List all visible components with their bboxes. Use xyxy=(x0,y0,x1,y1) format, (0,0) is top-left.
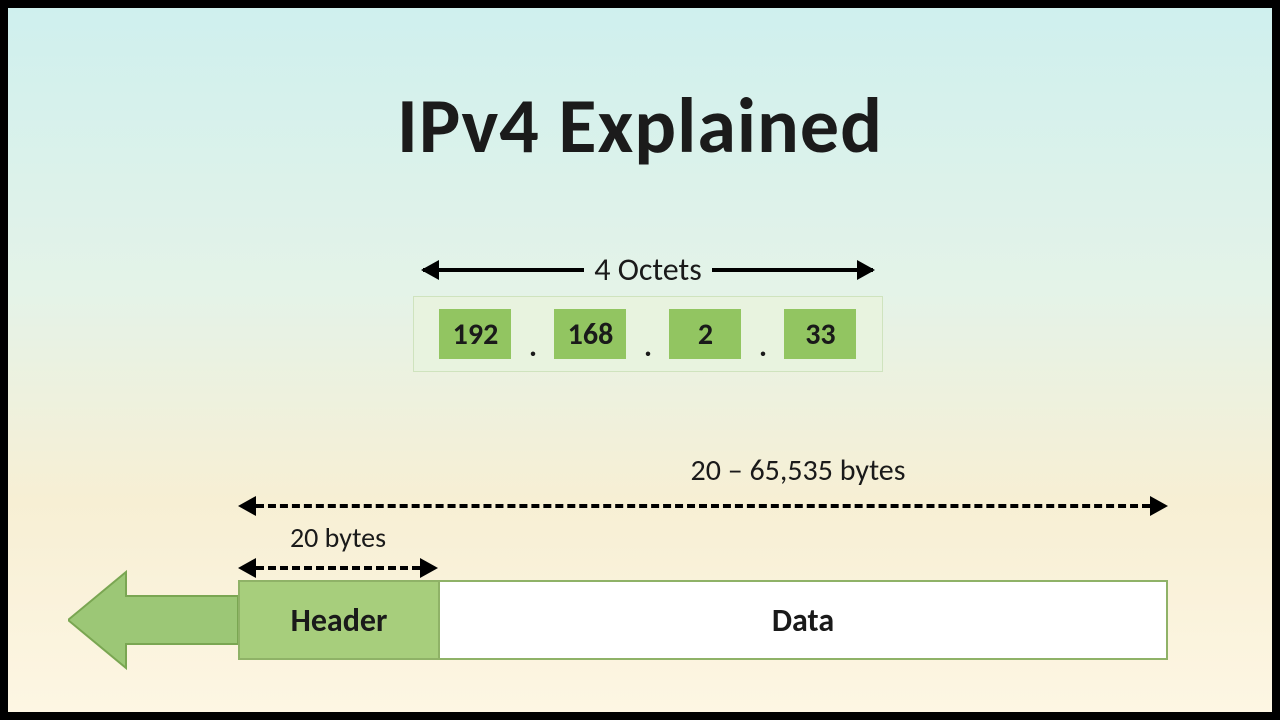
direction-arrow-icon xyxy=(68,568,238,672)
arrowhead-right-icon xyxy=(1150,496,1168,516)
octets-label: 4 Octets xyxy=(584,250,712,289)
packet-diagram: Header Data xyxy=(238,580,1168,660)
octet-cell: 192 xyxy=(439,309,511,359)
octet-cell: 33 xyxy=(784,309,856,359)
dashed-line-icon xyxy=(256,566,420,570)
slide-frame: IPv4 Explained 4 Octets 192 . 168 . 2 . … xyxy=(0,0,1280,720)
arrowhead-right-icon xyxy=(420,558,438,578)
octet-separator: . xyxy=(644,328,652,371)
arrowhead-left-icon xyxy=(238,496,256,516)
total-size-label: 20 – 65,535 bytes xyxy=(428,452,1168,489)
octet-cell: 2 xyxy=(669,309,741,359)
octet-cell: 168 xyxy=(554,309,626,359)
dashed-line-icon xyxy=(256,504,1150,508)
octets-arrow-label: 4 Octets xyxy=(423,250,873,289)
header-size-label: 20 bytes xyxy=(238,520,438,555)
packet-header-cell: Header xyxy=(240,582,440,658)
arrow-right-icon xyxy=(712,268,873,272)
total-size-arrow xyxy=(238,496,1168,516)
octets-container: 192 . 168 . 2 . 33 xyxy=(413,296,883,372)
arrowhead-left-icon xyxy=(238,558,256,578)
packet-data-cell: Data xyxy=(440,582,1166,658)
octet-separator: . xyxy=(529,328,537,371)
octet-separator: . xyxy=(759,328,767,371)
arrow-left-icon xyxy=(423,268,584,272)
header-size-arrow xyxy=(238,558,438,578)
page-title: IPv4 Explained xyxy=(8,78,1272,173)
